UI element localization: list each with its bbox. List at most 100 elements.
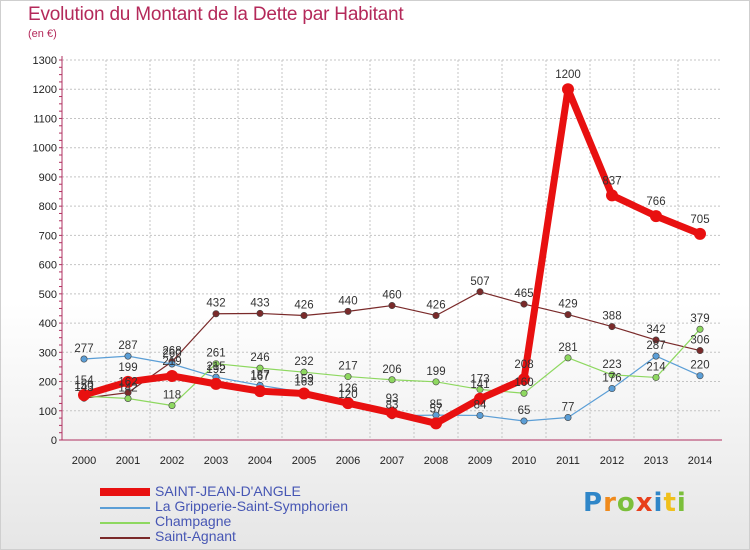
- data-label: 93: [386, 393, 399, 405]
- data-point: [696, 325, 704, 333]
- legend-label: SAINT-JEAN-D'ANGLE: [155, 483, 301, 499]
- data-label: 426: [294, 299, 313, 311]
- legend-swatch: [100, 507, 150, 509]
- data-point: [430, 417, 442, 430]
- data-label: 214: [646, 361, 666, 373]
- data-label: 187: [250, 369, 269, 381]
- data-point: [212, 310, 220, 318]
- data-label: 268: [162, 346, 181, 358]
- data-point: [608, 371, 616, 379]
- data-point: [520, 417, 528, 425]
- data-label: 85: [430, 399, 443, 411]
- legend-label: La Gripperie-Saint-Symphorien: [155, 498, 348, 514]
- data-point: [520, 300, 528, 308]
- data-label: 261: [206, 348, 225, 360]
- data-label: 766: [646, 196, 665, 208]
- y-tick-label: 800: [39, 201, 57, 213]
- data-label: 433: [250, 297, 269, 309]
- data-label: 215: [206, 361, 225, 373]
- x-tick-label: 2006: [336, 455, 360, 467]
- data-point: [520, 389, 528, 397]
- data-point: [650, 210, 662, 223]
- data-label: 432: [206, 298, 225, 310]
- data-point: [476, 385, 484, 393]
- data-label: 1200: [555, 69, 581, 81]
- data-point: [476, 288, 484, 296]
- data-label: 277: [74, 343, 93, 355]
- data-label: 150: [74, 380, 93, 392]
- legend-label: Champagne: [155, 513, 232, 529]
- data-label: 159: [294, 374, 313, 386]
- x-tick-label: 2009: [468, 455, 492, 467]
- data-label: 837: [602, 175, 621, 187]
- data-label: 306: [690, 335, 709, 347]
- data-point: [696, 372, 704, 380]
- data-point: [652, 373, 660, 381]
- data-label: 220: [690, 360, 709, 372]
- x-tick-label: 2005: [292, 455, 316, 467]
- data-point: [344, 307, 352, 315]
- data-label: 83: [386, 400, 399, 412]
- data-label: 705: [690, 214, 709, 226]
- data-label: 429: [558, 299, 577, 311]
- data-point: [168, 402, 176, 410]
- data-point: [564, 413, 572, 421]
- data-point: [432, 378, 440, 386]
- data-label: 281: [558, 342, 577, 354]
- y-tick-label: 900: [39, 172, 57, 184]
- y-tick-label: 1100: [33, 113, 57, 125]
- y-axis-unit: (en €): [28, 28, 57, 40]
- data-point: [388, 302, 396, 310]
- x-tick-label: 2008: [424, 455, 448, 467]
- data-point: [474, 392, 486, 405]
- x-tick-label: 2014: [688, 455, 712, 467]
- legend-swatch: [100, 522, 150, 524]
- data-point: [256, 364, 264, 372]
- y-tick-label: 100: [39, 406, 57, 418]
- series-layer: [78, 83, 706, 430]
- data-point: [122, 375, 134, 388]
- data-point: [608, 385, 616, 393]
- proxiti-logo: Proxiti: [583, 488, 687, 518]
- data-label: 167: [250, 371, 269, 383]
- data-label: 465: [514, 288, 533, 300]
- data-label: 154: [74, 375, 94, 387]
- data-point: [168, 360, 176, 368]
- data-label: 199: [426, 366, 445, 378]
- data-label: 379: [690, 313, 709, 325]
- data-point: [388, 376, 396, 384]
- data-point: [212, 360, 220, 368]
- data-label: 65: [518, 405, 531, 417]
- x-tick-label: 2002: [160, 455, 184, 467]
- data-point: [564, 354, 572, 362]
- y-tick-label: 600: [39, 260, 57, 272]
- data-point: [298, 387, 310, 400]
- data-label: 57: [430, 403, 443, 415]
- data-point: [694, 227, 706, 240]
- data-point: [80, 355, 88, 363]
- y-tick-label: 500: [39, 289, 57, 301]
- data-label: 217: [338, 361, 357, 373]
- data-point: [476, 411, 484, 419]
- data-label: 141: [470, 379, 489, 391]
- y-tick-label: 0: [51, 435, 57, 447]
- x-tick-label: 2003: [204, 455, 228, 467]
- data-label: 426: [426, 299, 445, 311]
- data-label: 219: [162, 356, 181, 368]
- data-point: [518, 373, 530, 386]
- data-label: 77: [562, 401, 575, 413]
- data-label: 208: [514, 359, 533, 371]
- data-label: 388: [602, 311, 621, 323]
- x-tick-label: 2012: [600, 455, 624, 467]
- axes: 0 100 200 300 400 500 600 700 800 900 1000 1100 1200…: [33, 55, 722, 467]
- y-tick-label: 1200: [33, 84, 57, 96]
- y-tick-label: 700: [39, 230, 57, 242]
- data-label: 176: [602, 373, 621, 385]
- data-label: 142: [118, 382, 137, 394]
- data-label: 192: [206, 364, 225, 376]
- x-tick-label: 2007: [380, 455, 404, 467]
- x-tick-label: 2000: [72, 455, 96, 467]
- data-label: 287: [646, 340, 665, 352]
